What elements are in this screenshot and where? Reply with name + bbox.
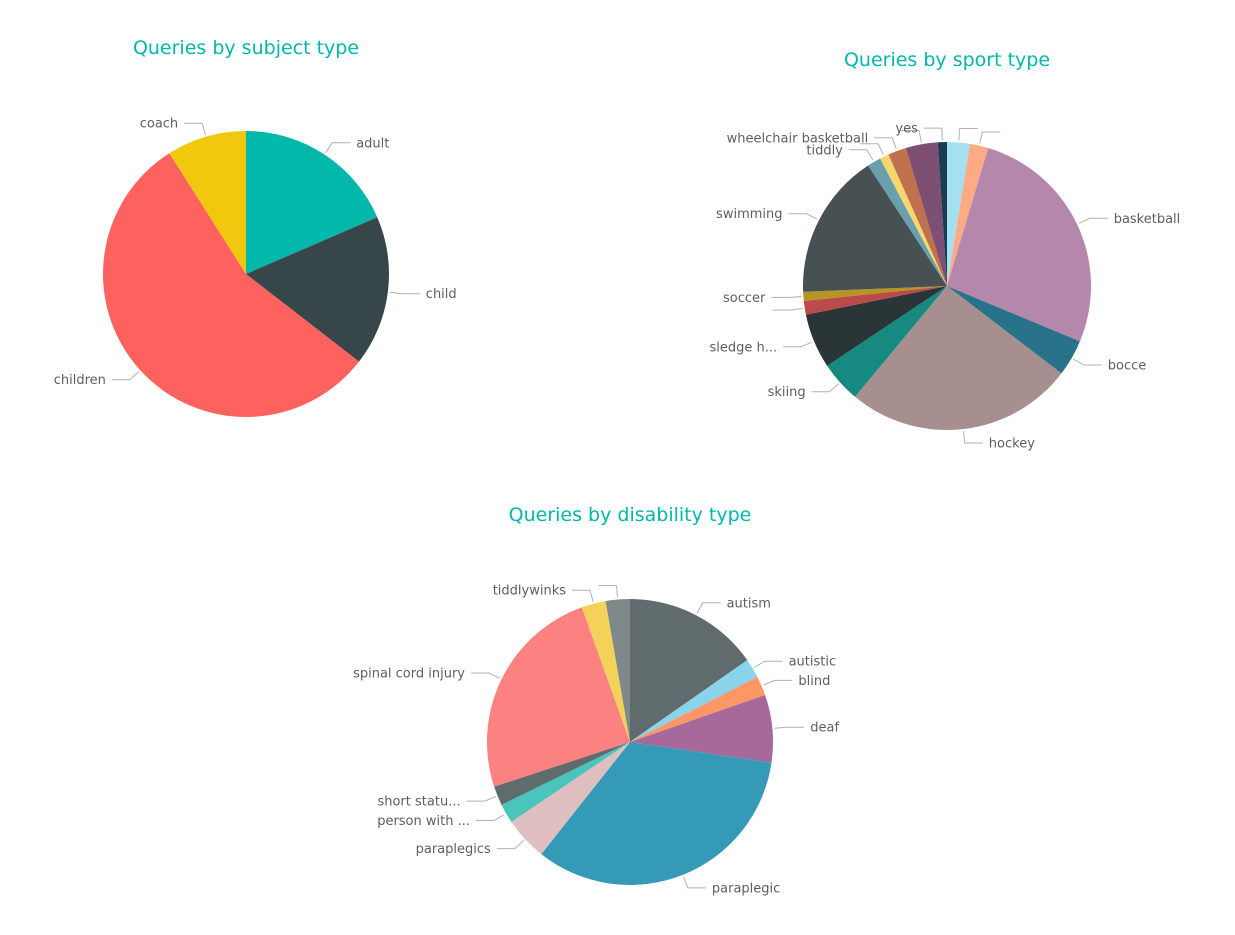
- leader-line: [901, 130, 922, 143]
- slice-label: blind: [798, 674, 830, 689]
- slice-label: swimming: [716, 207, 782, 222]
- pie-slice-autism[interactable]: [630, 599, 748, 742]
- pie-slice-swimming[interactable]: [803, 165, 947, 292]
- pie-slice-tiddlywinks[interactable]: [581, 601, 630, 742]
- slice-label: autism: [727, 596, 771, 611]
- pie-slice-hockey[interactable]: [855, 286, 1062, 431]
- pie-slice-short-statu[interactable]: [494, 742, 630, 805]
- leader-line: [683, 876, 706, 889]
- slice-label: hockey: [989, 437, 1035, 452]
- leader-line: [771, 296, 802, 298]
- slice-label: sledge h...: [709, 340, 777, 355]
- leader-line: [598, 585, 619, 598]
- pie-slice-soccer[interactable]: [803, 286, 947, 302]
- pie-slice-slice-11[interactable]: [605, 599, 630, 742]
- pie-slice-blind[interactable]: [630, 676, 766, 742]
- leader-line: [572, 589, 594, 602]
- leader-line: [923, 127, 943, 141]
- slice-label: skiing: [768, 385, 806, 400]
- leader-line: [962, 431, 983, 444]
- pie-slice-spinal-cord-injury[interactable]: [486, 607, 630, 787]
- slice-label: soccer: [723, 291, 766, 306]
- pie-slice-bocce[interactable]: [947, 286, 1080, 374]
- slice-label: autistic: [789, 655, 837, 670]
- leader-line: [325, 142, 351, 154]
- slice-label: tiddlywinks: [493, 584, 567, 599]
- leader-line: [811, 383, 839, 393]
- leader-line: [763, 679, 793, 686]
- pie-slice-autistic[interactable]: [630, 660, 758, 742]
- slice-label: tiddly: [806, 143, 843, 158]
- pie-slice-skiing[interactable]: [827, 286, 947, 397]
- slice-label: bocce: [1108, 359, 1147, 374]
- disability-type-pie-chart: Queries by disability type autism autisti…: [353, 504, 839, 896]
- chart-title: Queries by subject type: [133, 37, 359, 59]
- slice-label: yes: [895, 122, 918, 137]
- slice-label: short statu...: [377, 795, 460, 810]
- leader-line: [476, 814, 505, 821]
- slice-label: basketball: [1114, 212, 1181, 227]
- pie-slice-children[interactable]: [103, 153, 359, 418]
- pie-slice-wheelchair-basketball[interactable]: [888, 148, 947, 286]
- leader-line: [848, 149, 874, 161]
- leader-line: [783, 341, 813, 348]
- leader-line: [874, 137, 897, 150]
- pie-slice-slice-2[interactable]: [947, 143, 989, 286]
- pie-slice-deaf[interactable]: [630, 695, 773, 763]
- chart-title: Queries by disability type: [509, 504, 752, 526]
- slice-label: adult: [356, 136, 389, 151]
- leader-line: [184, 122, 206, 135]
- leader-line: [471, 672, 500, 679]
- chart-title: Queries by sport type: [844, 49, 1050, 71]
- leader-line: [860, 143, 884, 155]
- leader-line: [958, 128, 978, 141]
- slice-label: paraplegics: [416, 842, 491, 857]
- leader-line: [979, 131, 1001, 144]
- pie-slice-slice-8[interactable]: [803, 286, 947, 315]
- sport-type-pie-chart: Queries by sport type basketball bocce hoc…: [709, 49, 1180, 452]
- leader-line: [389, 291, 420, 295]
- pie-slice-tiddly[interactable]: [868, 158, 947, 286]
- leader-line: [774, 726, 805, 729]
- slice-label: wheelchair basketball: [727, 131, 869, 146]
- pie-slice-slice-14[interactable]: [905, 142, 947, 286]
- leader-line: [772, 307, 803, 311]
- slice-label: paraplegic: [712, 881, 780, 896]
- pie-slice-yes[interactable]: [937, 142, 947, 286]
- pie-slice-coach[interactable]: [169, 131, 246, 274]
- leader-line: [496, 840, 524, 850]
- slice-label: child: [426, 287, 457, 302]
- pie-slice-slice-12[interactable]: [880, 154, 947, 286]
- pie-slice-paraplegics[interactable]: [511, 742, 630, 855]
- slice-label: children: [54, 373, 106, 388]
- pie-slice-sledge-h[interactable]: [805, 286, 947, 366]
- leader-line: [111, 371, 140, 381]
- pie-slice-slice-1[interactable]: [947, 142, 971, 286]
- slice-label: deaf: [810, 721, 839, 736]
- pie-slice-basketball[interactable]: [947, 148, 1092, 342]
- pie-slice-adult[interactable]: [246, 131, 378, 274]
- subject-type-pie-chart: Queries by subject type adult child childr…: [54, 37, 457, 418]
- slice-label: coach: [140, 117, 178, 132]
- slice-label: person with ...: [377, 814, 470, 829]
- leader-line: [466, 796, 496, 802]
- leader-line: [788, 213, 818, 220]
- leader-line: [754, 660, 783, 668]
- leader-line: [1078, 217, 1108, 224]
- slice-label: spinal cord injury: [353, 667, 465, 682]
- pie-slice-person-with[interactable]: [501, 742, 630, 822]
- leader-line: [1073, 358, 1102, 366]
- leader-line: [696, 602, 721, 614]
- pie-slice-child[interactable]: [246, 217, 390, 362]
- pie-slice-paraplegic[interactable]: [541, 742, 772, 886]
